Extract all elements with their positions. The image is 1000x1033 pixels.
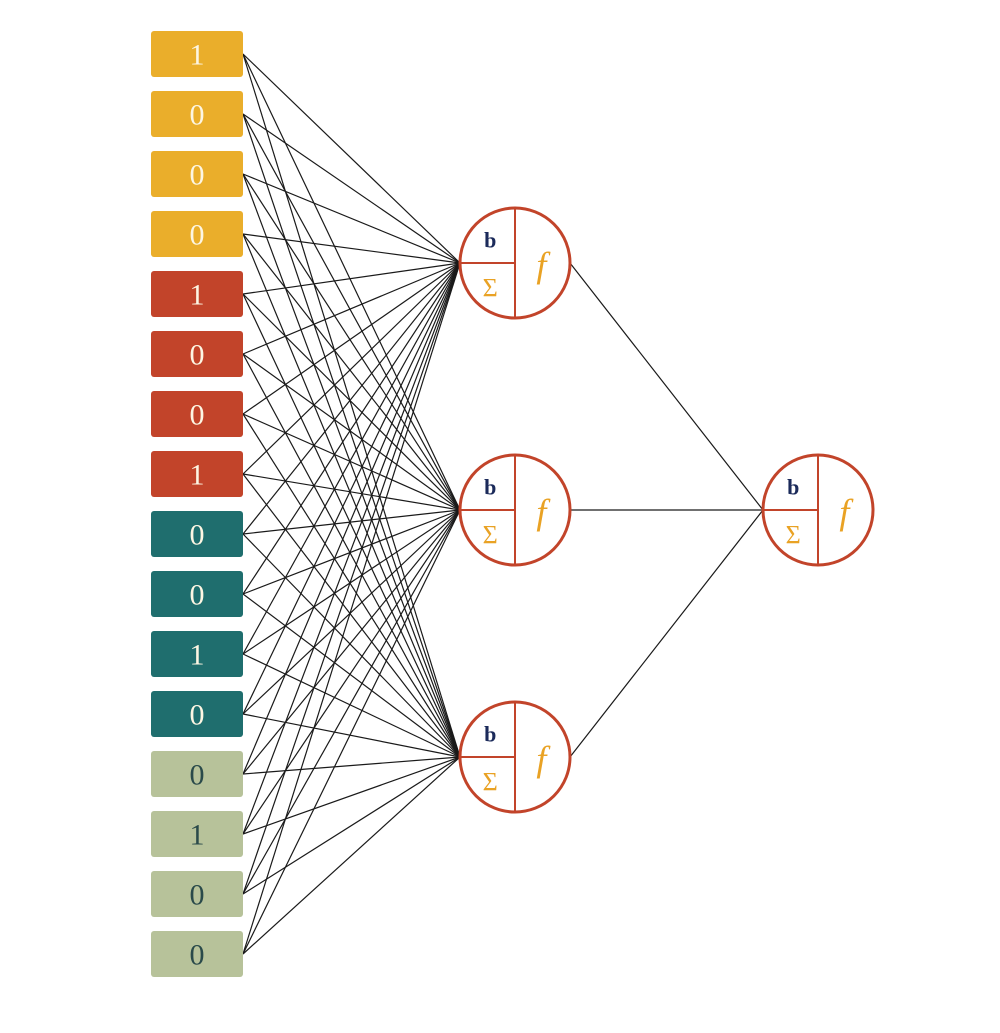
input-label: 1 [190,459,205,492]
edge-input-hidden [243,263,460,954]
input-node: 1 [151,31,243,77]
input-node: 0 [151,331,243,377]
neuron-label-sigma: Σ [483,520,498,549]
edge-input-hidden [243,294,460,757]
input-node: 1 [151,271,243,317]
input-label: 0 [190,939,205,972]
input-label: 0 [190,399,205,432]
neural-network-diagram: 1 0 0 0 1 0 0 1 0 0 1 0 0 1 0 0 bΣf bΣf bΣf bΣf [0,0,1000,1033]
input-label: 1 [190,639,205,672]
input-node: 0 [151,91,243,137]
input-label: 0 [190,339,205,372]
input-label: 1 [190,39,205,72]
neuron-label-b: b [484,474,496,499]
edge-hidden-output [570,263,763,510]
input-node: 0 [151,871,243,917]
edge-hidden-output [570,510,763,757]
neuron-label-sigma: Σ [786,520,801,549]
edge-input-hidden [243,510,460,834]
edge-input-hidden [243,474,460,757]
input-node: 0 [151,931,243,977]
output-neuron: bΣf [763,455,873,565]
edge-input-hidden [243,234,460,510]
edge-input-hidden [243,294,460,510]
neuron-label-sigma: Σ [483,273,498,302]
input-label: 0 [190,879,205,912]
edge-input-hidden [243,714,460,757]
input-label: 0 [190,759,205,792]
edge-input-hidden [243,474,460,510]
input-label: 0 [190,219,205,252]
edge-input-hidden [243,114,460,757]
edge-input-hidden [243,234,460,263]
input-layer: 1 0 0 0 1 0 0 1 0 0 1 0 0 1 0 0 [151,31,243,977]
input-node: 0 [151,571,243,617]
hidden-neuron: bΣf [460,702,570,812]
input-node: 0 [151,511,243,557]
edge-input-hidden [243,174,460,263]
edge-input-hidden [243,263,460,294]
edge-input-hidden [243,757,460,894]
edge-input-hidden [243,757,460,834]
neuron-label-b: b [484,227,496,252]
edge-input-hidden [243,263,460,834]
edge-input-hidden [243,354,460,510]
edge-input-hidden [243,263,460,534]
input-label: 0 [190,519,205,552]
input-label: 1 [190,819,205,852]
input-node: 1 [151,451,243,497]
edge-input-hidden [243,757,460,954]
input-node: 0 [151,751,243,797]
input-label: 0 [190,699,205,732]
hidden-neuron: bΣf [460,208,570,318]
input-node: 0 [151,391,243,437]
edge-input-hidden [243,510,460,714]
neuron-label-b: b [787,474,799,499]
input-node: 0 [151,691,243,737]
neuron-label-sigma: Σ [483,767,498,796]
edge-input-hidden [243,54,460,757]
input-label: 0 [190,579,205,612]
neuron-label-b: b [484,721,496,746]
input-node: 0 [151,211,243,257]
input-node: 1 [151,631,243,677]
input-node: 0 [151,151,243,197]
edge-input-hidden [243,114,460,263]
input-label: 0 [190,99,205,132]
edge-input-hidden [243,263,460,894]
edge-input-hidden [243,757,460,774]
input-label: 0 [190,159,205,192]
input-node: 1 [151,811,243,857]
input-label: 1 [190,279,205,312]
hidden-neuron: bΣf [460,455,570,565]
